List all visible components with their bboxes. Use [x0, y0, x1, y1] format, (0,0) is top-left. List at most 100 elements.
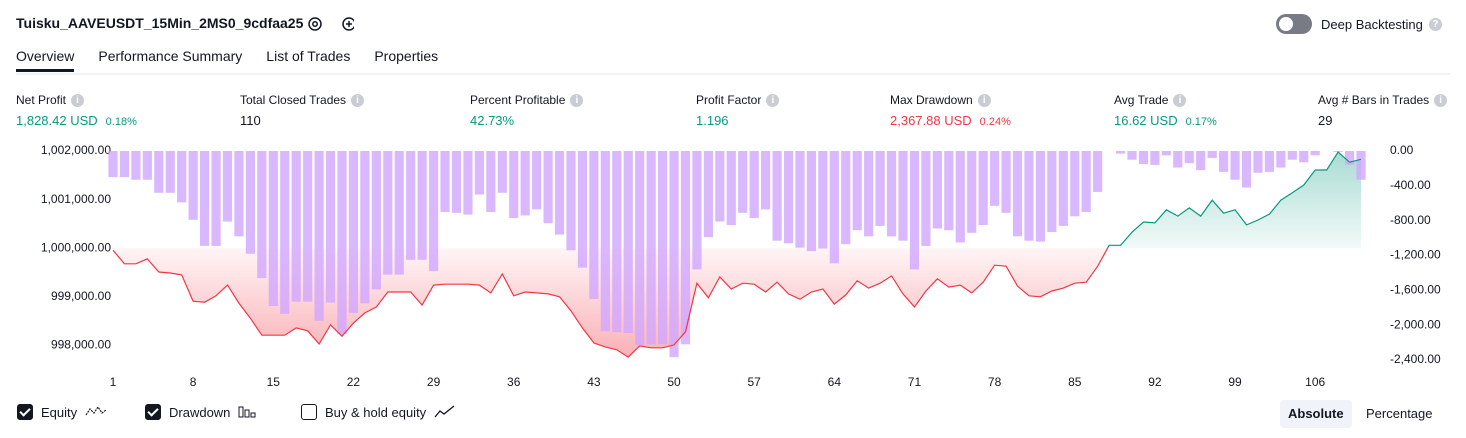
stat-value: 29 [1318, 113, 1333, 128]
drawdown-bar [726, 151, 736, 226]
drawdown-bar [314, 151, 324, 321]
drawdown-bar [1264, 151, 1275, 172]
drawdown-bar [131, 151, 141, 180]
stat-value: 2,367.88 USD [890, 113, 972, 128]
x-tick-label: 64 [828, 375, 842, 389]
stat: Net Profit i 1,828.42 USD 0.18% [16, 93, 137, 128]
stat: Avg Trade i 16.62 USD 0.17% [1114, 93, 1217, 128]
info-icon[interactable]: i [570, 93, 584, 107]
stat: Max Drawdown i 2,367.88 USD 0.24% [890, 93, 1011, 128]
stat-value: 1.196 [696, 113, 729, 128]
stat-percent: 0.18% [105, 116, 137, 128]
stat-value-row: 1.196 [696, 113, 779, 128]
drawdown-bar [612, 151, 622, 333]
info-icon[interactable]: i [1434, 93, 1448, 107]
drawdown-bar [761, 151, 771, 210]
checkbox[interactable] [145, 404, 161, 420]
drawdown-bar [1287, 151, 1297, 160]
legend-icon [238, 406, 256, 418]
stat-value: 1,828.42 USD [16, 113, 98, 128]
drawdown-bar [1047, 151, 1057, 232]
drawdown-bar [1012, 151, 1023, 237]
drawdown-bar [1356, 151, 1366, 180]
drawdown-bar [1024, 151, 1034, 241]
info-icon[interactable]: i [71, 93, 85, 107]
x-tick-label: 57 [747, 375, 761, 389]
deep-backtesting-toggle[interactable] [1276, 14, 1312, 34]
stat-value: 16.62 USD [1114, 113, 1178, 128]
scale-button[interactable]: Percentage [1366, 406, 1433, 421]
scale-button[interactable]: Absolute [1280, 400, 1352, 428]
stat-label-row: Profit Factor i [696, 93, 780, 107]
drawdown-bar [1058, 151, 1068, 226]
stat-value: 110 [240, 113, 261, 128]
drawdown-bar [657, 151, 668, 345]
y-tick-label: 998,000.00 [51, 338, 111, 352]
drawdown-bar [474, 151, 484, 195]
tab[interactable]: Properties [374, 48, 439, 64]
legend-label: Equity [41, 404, 78, 420]
stat-label-row: Total Closed Trades i [240, 93, 365, 107]
drawdown-bar [967, 151, 977, 233]
drawdown-bar [188, 151, 198, 220]
drawdown-bar [932, 151, 942, 229]
x-tick-label: 22 [347, 375, 361, 389]
checkbox[interactable] [17, 404, 33, 420]
stat-label: Profit Factor [696, 93, 762, 107]
drawdown-bar [1001, 151, 1011, 213]
legend-item[interactable]: Buy & hold equity [301, 404, 456, 420]
info-icon[interactable]: i [351, 93, 365, 107]
drawdown-bar [199, 151, 210, 246]
y-tick-label: 1,001,000.00 [41, 192, 111, 206]
info-icon[interactable]: i [977, 93, 991, 107]
tab[interactable]: Performance Summary [98, 48, 243, 64]
drawdown-bar [1276, 151, 1286, 168]
drawdown-bar [463, 151, 473, 215]
drawdown-bar [280, 151, 290, 314]
drawdown-bar [165, 151, 175, 193]
stat-label-row: Avg Trade i [1114, 93, 1217, 107]
stat: Profit Factor i 1.196 [696, 93, 780, 128]
drawdown-bar [566, 151, 576, 251]
drawdown-bar [795, 151, 805, 248]
info-icon[interactable]: i [766, 93, 780, 107]
legend-item[interactable]: Equity [17, 404, 107, 420]
stat-label-row: Max Drawdown i [890, 93, 1011, 107]
drawdown-bar [119, 151, 130, 178]
stat: Total Closed Trades i 110 [240, 93, 365, 128]
drawdown-bar [222, 151, 233, 222]
stat-label: Avg # Bars in Trades [1318, 93, 1430, 107]
drawdown-bar [1115, 151, 1126, 154]
info-icon[interactable]: i [1173, 93, 1187, 107]
strategy-title: Tuisku_AAVEUSDT_15Min_2MS0_9cdfaa25 [16, 15, 304, 31]
tab[interactable]: List of Trades [266, 48, 351, 64]
legend-item[interactable]: Drawdown [145, 404, 260, 420]
legend-icon [85, 405, 107, 416]
checkbox[interactable] [301, 404, 317, 420]
drawdown-bar [783, 151, 794, 244]
drawdown-bar [486, 151, 496, 212]
drawdown-bar [600, 151, 610, 332]
drawdown-bar [1310, 151, 1320, 156]
x-tick-label: 36 [507, 375, 521, 389]
stat-label: Avg Trade [1114, 93, 1169, 107]
drawdown-bar [234, 151, 244, 237]
drawdown-bar [291, 151, 301, 302]
y2-tick-label: -2,000.00 [1390, 317, 1441, 331]
drawdown-bar [268, 151, 278, 307]
drawdown-bar [371, 151, 381, 290]
drawdown-bar [921, 151, 931, 246]
stat-value-row: 1,828.42 USD 0.18% [16, 113, 137, 128]
tab[interactable]: Overview [16, 48, 75, 72]
drawdown-bar [680, 151, 691, 345]
drawdown-bar [428, 151, 439, 272]
x-tick-label: 43 [587, 375, 601, 389]
x-tick-label: 50 [667, 375, 681, 389]
y-tick-label: 999,000.00 [51, 289, 111, 303]
x-tick-label: 92 [1148, 375, 1162, 389]
info-icon[interactable]: ? [1428, 18, 1442, 31]
drawdown-bar [1035, 151, 1046, 242]
drawdown-bar [738, 151, 748, 213]
drawdown-bar [1127, 151, 1137, 160]
x-tick-label: 29 [427, 375, 441, 389]
